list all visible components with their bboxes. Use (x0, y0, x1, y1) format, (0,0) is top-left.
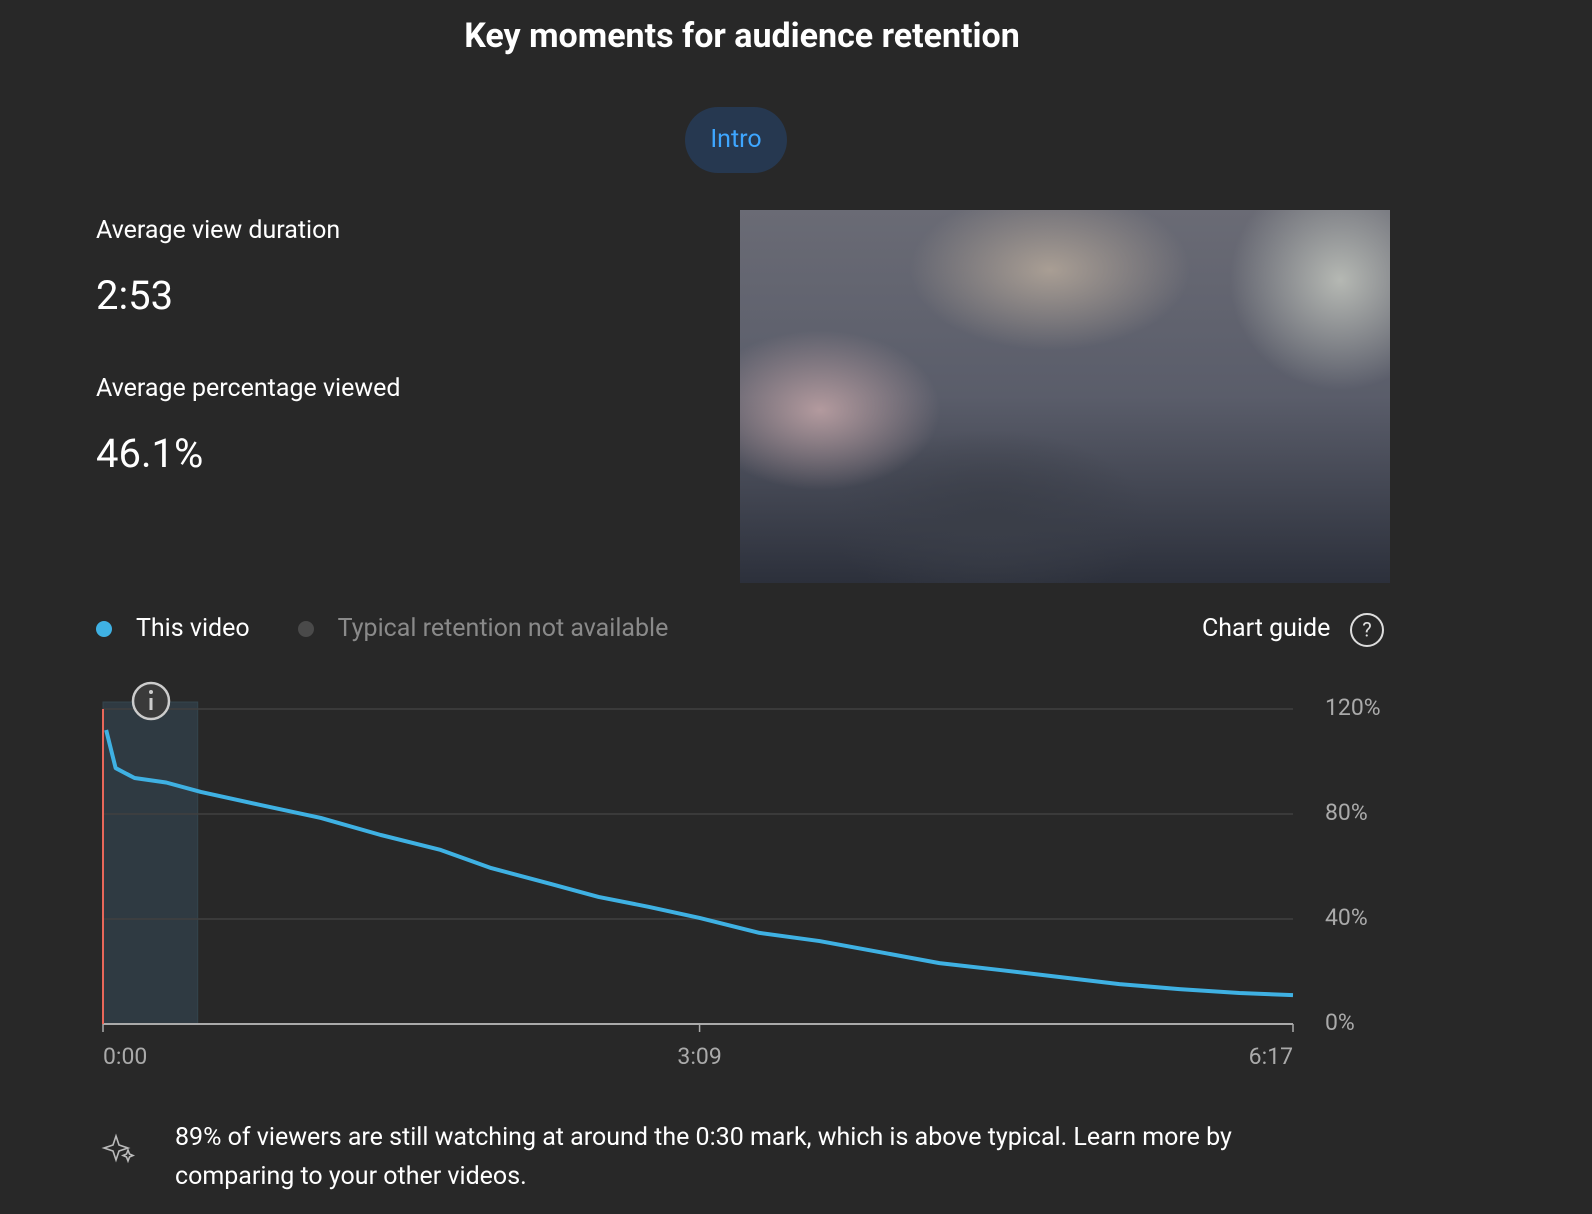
retention-line (104, 729, 1294, 998)
video-thumbnail (740, 210, 1390, 583)
insight-text: 89% of viewers are still watching at aro… (175, 1123, 1232, 1191)
stat-label: Average view duration (96, 216, 341, 245)
y-tick-label: 120% (1325, 694, 1381, 721)
chart-guide[interactable]: Chart guide (1202, 614, 1330, 643)
x-tick-label: 6:17 (1249, 1043, 1293, 1070)
legend: This video Typical retention not availab… (96, 614, 668, 643)
sparkle-icon (101, 1133, 136, 1164)
help-icon[interactable] (1350, 613, 1384, 647)
tab-chip[interactable]: Intro (685, 107, 787, 173)
info-icon-glyph (149, 690, 153, 694)
legend-swatch (96, 620, 112, 637)
y-tick-label: 80% (1325, 799, 1368, 826)
y-tick-label: 40% (1325, 904, 1368, 931)
stat-value: 2:53 (96, 272, 174, 319)
x-tick-label: 0:00 (103, 1043, 147, 1070)
x-tick-label: 3:09 (677, 1043, 721, 1070)
help-icon-glyph: ? (1362, 617, 1371, 641)
legend-label: Typical retention not available (337, 614, 669, 643)
chart-guide-label: Chart guide (1202, 614, 1331, 643)
title: Key moments for audience retention (464, 16, 1020, 56)
legend-swatch (297, 620, 314, 637)
legend-label: This video (136, 614, 250, 643)
highlight-band (102, 701, 199, 1025)
y-tick-label: 0% (1325, 1009, 1355, 1036)
stat-label: Average percentage viewed (96, 374, 401, 403)
stat-value: 46.1% (96, 430, 204, 477)
